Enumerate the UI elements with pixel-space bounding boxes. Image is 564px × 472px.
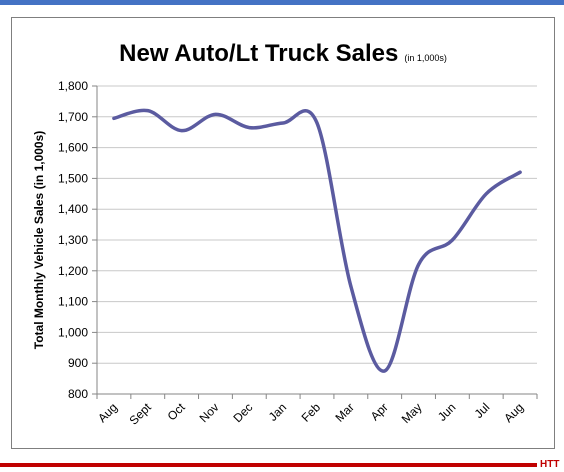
chart-title-main: New Auto/Lt Truck Sales — [119, 40, 398, 67]
y-tick-label: 1,700 — [58, 110, 88, 124]
data-point — [146, 109, 150, 113]
data-point — [417, 263, 421, 267]
data-point — [213, 112, 217, 116]
data-point — [518, 170, 522, 174]
x-tick-label: Dec — [230, 400, 255, 425]
axes — [92, 85, 538, 399]
y-axis-label: Total Monthly Vehicle Sales (in 1,000s) — [32, 131, 46, 350]
y-tick-label: 1,200 — [58, 264, 88, 278]
x-tick-label: May — [399, 400, 425, 426]
data-point — [349, 284, 353, 288]
x-tick-labels: Aug Sept Oct Nov Dec Jan Feb Mar Apr May Jun Jul Aug — [95, 400, 526, 428]
data-point — [247, 126, 251, 130]
x-tick-label: Jun — [435, 400, 459, 424]
brand-logo: HTT — [540, 459, 560, 470]
y-tick-label: 1,000 — [58, 325, 88, 339]
data-point — [281, 121, 285, 125]
x-tick-label: Aug — [95, 400, 120, 425]
gridlines — [97, 85, 537, 364]
chart-title: New Auto/Lt Truck Sales (in 1,000s) — [119, 40, 447, 67]
top-accent-bar — [0, 0, 564, 5]
y-tick-label: 1,400 — [58, 202, 88, 216]
x-tick-label: Feb — [299, 400, 324, 425]
series-layer — [112, 108, 522, 373]
data-point — [383, 369, 387, 373]
x-tick-label: Mar — [332, 400, 357, 425]
y-tick-label: 1,800 — [58, 79, 88, 93]
x-tick-label: Sept — [127, 400, 155, 428]
y-tick-label: 900 — [68, 356, 88, 370]
x-tick-label: Jan — [266, 400, 290, 424]
x-tick-label: Aug — [501, 400, 526, 425]
series-line — [112, 108, 522, 373]
chart-title-note: (in 1,000s) — [404, 53, 447, 63]
data-point — [484, 192, 488, 196]
y-tick-label: 1,100 — [58, 295, 88, 309]
data-point — [450, 238, 454, 242]
x-tick-label: Jul — [472, 400, 493, 421]
y-tick-label: 800 — [68, 387, 88, 401]
x-tick-label: Nov — [197, 400, 222, 425]
x-tick-label: Apr — [368, 400, 391, 423]
y-tick-labels: 800 900 1,000 1,100 1,200 1,300 1,400 1,500 1,60… — [58, 79, 88, 401]
y-tick-label: 1,500 — [58, 171, 88, 185]
y-tick-label: 1,600 — [58, 141, 88, 155]
data-point — [315, 121, 319, 125]
data-point — [112, 116, 116, 120]
bottom-accent-bar — [0, 463, 537, 467]
y-tick-label: 1,300 — [58, 233, 88, 247]
chart-frame — [11, 17, 555, 449]
data-point — [180, 129, 184, 133]
x-tick-label: Oct — [165, 400, 189, 424]
